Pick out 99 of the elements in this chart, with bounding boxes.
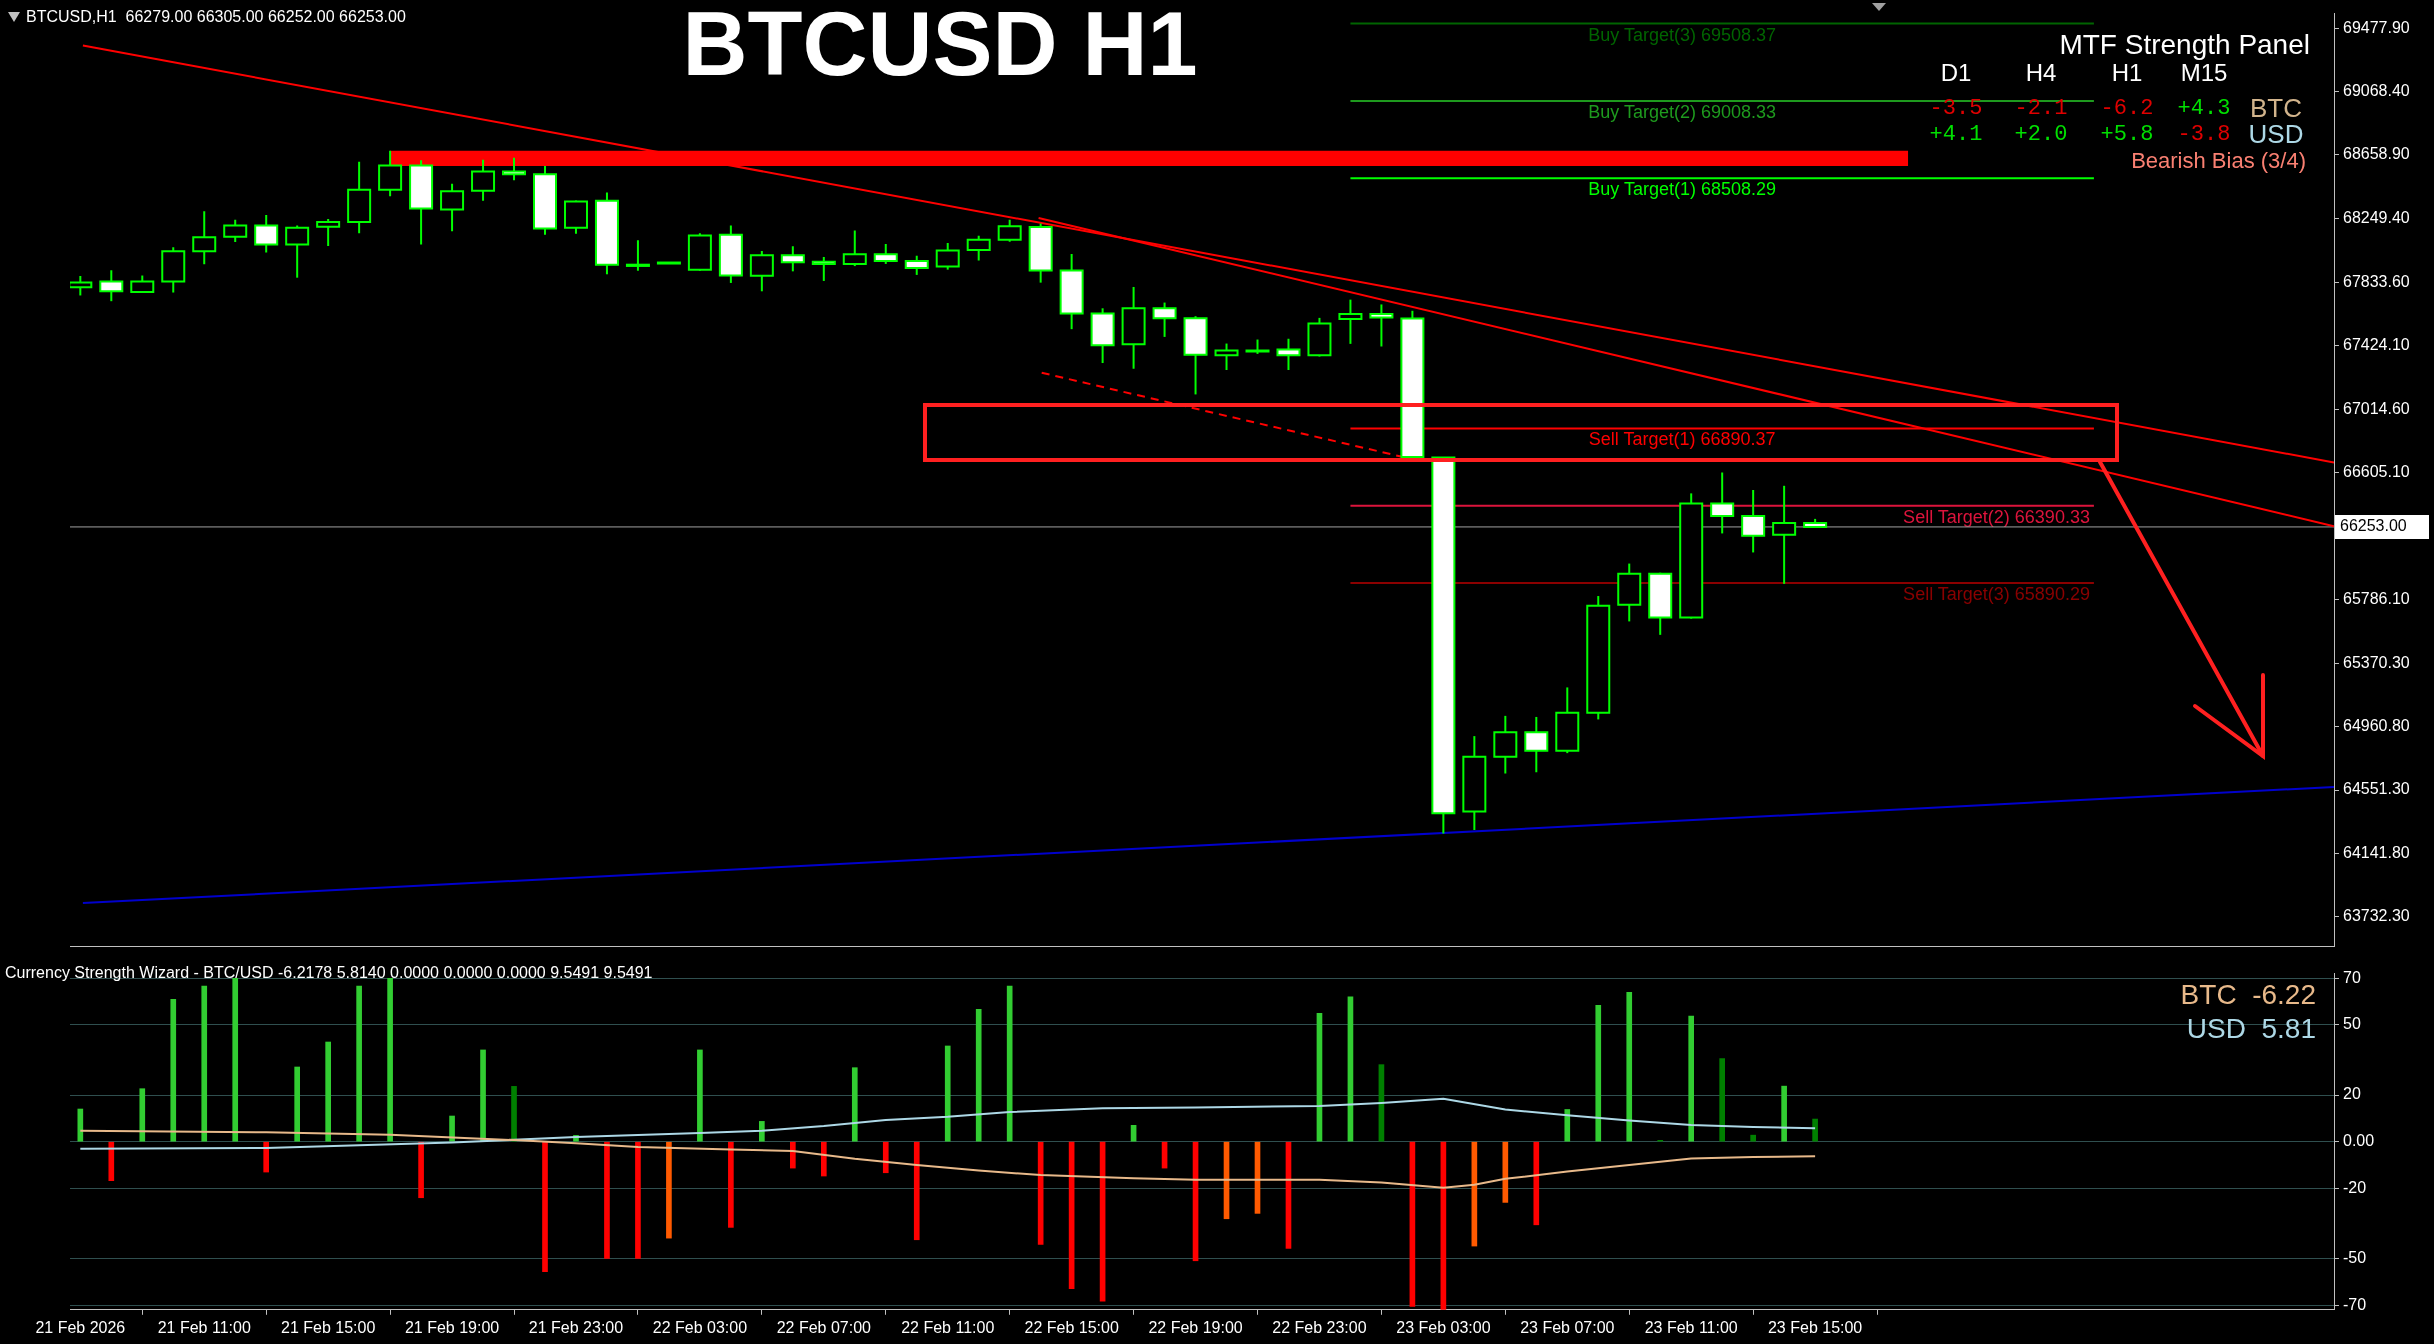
bar bbox=[325, 1041, 331, 1142]
y-tick-label: 64960.80 bbox=[2343, 717, 2410, 735]
x-tick-label: 23 Feb 11:00 bbox=[1644, 1318, 1738, 1336]
x-tick-label: 23 Feb 15:00 bbox=[1767, 1318, 1863, 1336]
annotation: +4.3 bbox=[2177, 95, 2231, 121]
bar bbox=[1688, 1015, 1695, 1142]
annotation: MTF Strength Panel bbox=[2059, 28, 2310, 60]
bar bbox=[666, 1141, 672, 1239]
y-tick-label: 69477.90 bbox=[2343, 18, 2410, 36]
bar bbox=[728, 1141, 734, 1228]
bar bbox=[294, 1066, 300, 1142]
bar bbox=[913, 1141, 920, 1241]
chart-title: BTCUSD H1 bbox=[682, 0, 1198, 94]
y-tick-label: 68249.40 bbox=[2343, 208, 2410, 226]
bar bbox=[697, 1049, 703, 1142]
bar bbox=[542, 1141, 548, 1273]
x-tick-label: 21 Feb 15:00 bbox=[281, 1318, 376, 1336]
bar bbox=[511, 1086, 517, 1142]
bar bbox=[820, 1141, 827, 1177]
bar bbox=[1533, 1141, 1540, 1226]
ref-line-label: Buy Target(3) 69508.37 bbox=[1588, 24, 1777, 45]
y-tick-label: 67014.60 bbox=[2343, 399, 2410, 417]
bar bbox=[1750, 1134, 1756, 1142]
bar bbox=[201, 985, 208, 1142]
bar bbox=[356, 985, 362, 1142]
ref-line-label: Sell Target(1) 66890.37 bbox=[1588, 429, 1776, 450]
x-tick-label: 21 Feb 19:00 bbox=[404, 1318, 500, 1336]
y-tick-label: 64141.80 bbox=[2343, 843, 2410, 861]
y-tick-label: 64551.30 bbox=[2343, 780, 2410, 798]
annotation: BTCUSD,H1 66279.00 66305.00 66252.00 66253.00 bbox=[26, 8, 406, 26]
y-tick-label: 67424.10 bbox=[2343, 336, 2410, 354]
bar bbox=[944, 1045, 951, 1142]
x-tick-label: 22 Feb 23:00 bbox=[1272, 1318, 1367, 1336]
annotation: BTC -6.22 bbox=[2180, 978, 2316, 1010]
y-tick-label: -50 bbox=[2343, 1248, 2367, 1266]
x-tick-label: 22 Feb 07:00 bbox=[776, 1318, 872, 1336]
bar bbox=[1130, 1125, 1137, 1142]
annotation: -6.2 bbox=[2100, 95, 2154, 121]
x-tick-label: 22 Feb 11:00 bbox=[901, 1318, 995, 1336]
y-tick-label: -70 bbox=[2343, 1295, 2367, 1313]
bar bbox=[882, 1141, 889, 1174]
y-tick-label: 50 bbox=[2343, 1015, 2361, 1033]
x-tick-label: 22 Feb 19:00 bbox=[1148, 1318, 1243, 1336]
bar bbox=[1812, 1118, 1818, 1142]
y-tick-label: 65370.30 bbox=[2343, 653, 2410, 671]
bar bbox=[139, 1088, 146, 1142]
x-tick-label: 23 Feb 07:00 bbox=[1520, 1318, 1615, 1336]
y-tick-label: 69068.40 bbox=[2343, 82, 2410, 100]
ref-line-label: 66253.00 bbox=[2340, 517, 2407, 535]
bar bbox=[1564, 1109, 1571, 1142]
y-tick-label: 66605.10 bbox=[2343, 462, 2410, 480]
bar bbox=[1626, 991, 1633, 1142]
ref-line-label: Sell Target(2) 66390.33 bbox=[1903, 506, 2090, 527]
annotation: -3.8 bbox=[2177, 121, 2231, 147]
x-tick-label: 22 Feb 15:00 bbox=[1024, 1318, 1119, 1336]
bar bbox=[635, 1141, 641, 1259]
annotation: Currency Strength Wizard - BTC/USD -6.2178 5.8140 0.0000 0.0000 0.0000 9.5491 9.5491 bbox=[5, 964, 653, 982]
bar bbox=[387, 977, 393, 1142]
x-tick-label: 23 Feb 03:00 bbox=[1396, 1318, 1491, 1336]
annotation: -3.5 bbox=[1929, 95, 1983, 121]
y-tick-label: -20 bbox=[2343, 1178, 2367, 1196]
annotation: D1 bbox=[1940, 58, 1972, 86]
x-tick-label: 22 Feb 03:00 bbox=[652, 1318, 748, 1336]
bar bbox=[759, 1121, 765, 1142]
bar bbox=[975, 1008, 982, 1142]
bar bbox=[1595, 1005, 1602, 1142]
annotation: H1 bbox=[2111, 58, 2143, 86]
y-tick-label: 68658.90 bbox=[2343, 145, 2410, 163]
bar bbox=[263, 1141, 270, 1173]
y-tick-label: 67833.60 bbox=[2343, 272, 2410, 290]
bar bbox=[108, 1141, 115, 1182]
ref-line-label: Sell Target(3) 65890.29 bbox=[1903, 583, 2090, 604]
y-tick-label: 65786.10 bbox=[2343, 589, 2410, 607]
annotation: Bearish Bias (3/4) bbox=[2131, 148, 2306, 174]
annotation: +2.0 bbox=[2014, 121, 2068, 147]
bar bbox=[851, 1067, 858, 1142]
bar bbox=[790, 1141, 796, 1169]
y-tick-label: 0.00 bbox=[2343, 1132, 2375, 1150]
bar bbox=[604, 1141, 610, 1259]
annotation: -2.1 bbox=[2014, 95, 2068, 121]
bar bbox=[170, 998, 177, 1142]
annotation: USD 5.81 bbox=[2186, 1012, 2316, 1044]
bar bbox=[418, 1141, 424, 1199]
annotation: +4.1 bbox=[1929, 121, 1983, 147]
bar bbox=[1781, 1085, 1787, 1142]
y-tick-label: 63732.30 bbox=[2343, 907, 2410, 925]
y-tick-label: 70 bbox=[2343, 968, 2361, 986]
bar bbox=[77, 1108, 84, 1142]
x-tick-label: 21 Feb 2026 bbox=[35, 1318, 126, 1336]
y-tick-label: 20 bbox=[2343, 1085, 2361, 1103]
annotation: +5.8 bbox=[2100, 121, 2154, 147]
ref-line-label: Buy Target(1) 68508.29 bbox=[1588, 179, 1777, 200]
bar bbox=[232, 977, 239, 1142]
annotation: H4 bbox=[2025, 58, 2057, 86]
bar bbox=[1006, 985, 1013, 1142]
x-tick-label: 21 Feb 11:00 bbox=[157, 1318, 251, 1336]
ref-line-label: Buy Target(2) 69008.33 bbox=[1588, 101, 1777, 122]
bar bbox=[1719, 1058, 1726, 1142]
x-tick-label: 21 Feb 23:00 bbox=[528, 1318, 624, 1336]
